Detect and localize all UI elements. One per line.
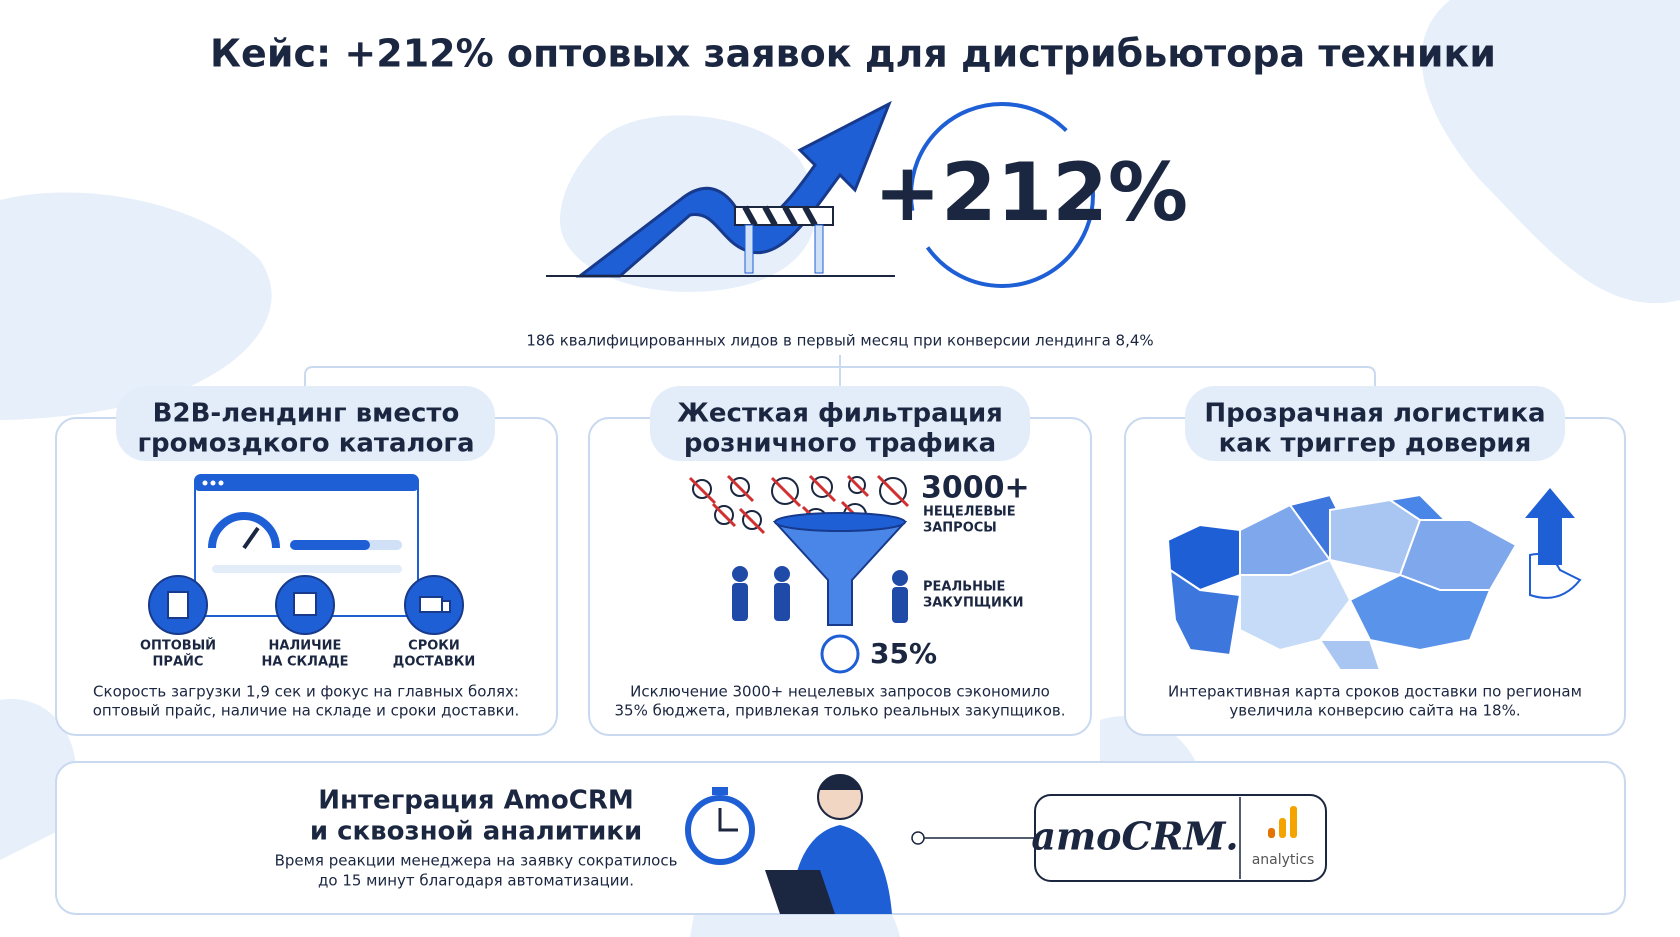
card-description: оптовый прайс, наличие на складе и сроки… bbox=[93, 702, 520, 720]
feature-label: НАЛИЧИЕ bbox=[269, 639, 342, 654]
connector-dot bbox=[911, 831, 925, 845]
growth-arrow bbox=[546, 100, 895, 278]
card-description: Интерактивная карта сроков доставки по р… bbox=[1168, 683, 1582, 701]
saving: 35% bbox=[870, 637, 937, 670]
card-title: громоздкого каталога bbox=[137, 429, 474, 459]
browser-illustration bbox=[194, 474, 419, 617]
title-pill bbox=[116, 386, 495, 461]
integration-title: Интеграция AmoCRM bbox=[318, 786, 633, 816]
feature-label: НА СКЛАДЕ bbox=[262, 655, 349, 670]
manager-illustration bbox=[765, 774, 892, 914]
stat-label: ЗАПРОСЫ bbox=[923, 521, 997, 536]
buyers-label: ЗАКУПЩИКИ bbox=[923, 596, 1023, 611]
integration-title: и сквозной аналитики bbox=[310, 817, 642, 847]
card-title: B2B-лендинг вместо bbox=[153, 399, 460, 429]
feature-label: ДОСТАВКИ bbox=[393, 655, 476, 670]
hero-caption: 186 квалифицированных лидов в первый мес… bbox=[526, 332, 1153, 350]
metric-ring bbox=[909, 102, 1095, 288]
card-description: увеличила конверсию сайта на 18%. bbox=[1229, 702, 1520, 720]
feature-label: ПРАЙС bbox=[153, 654, 204, 670]
crm-logo: amoCRM. bbox=[1031, 814, 1238, 859]
stat-label: НЕЦЕЛЕВЫЕ bbox=[923, 505, 1016, 520]
title-pill bbox=[650, 386, 1030, 461]
stat: 3000+ bbox=[921, 471, 1030, 506]
region-map bbox=[1166, 493, 1518, 671]
card-description: Скорость загрузки 1,9 сек и фокус на гла… bbox=[93, 683, 519, 701]
buyers-label: РЕАЛЬНЫЕ bbox=[923, 580, 1005, 595]
card-description: Исключение 3000+ нецелевых запросов сэко… bbox=[630, 683, 1050, 701]
analytics-label: analytics bbox=[1252, 852, 1315, 868]
feature-label: ОПТОВЫЙ bbox=[140, 638, 216, 654]
card-description: 35% бюджета, привлекая только реальных з… bbox=[615, 702, 1066, 720]
integration-description: Время реакции менеджера на заявку сократ… bbox=[275, 852, 678, 870]
funnel-illustration bbox=[688, 474, 910, 674]
integration-description: до 15 минут благодаря автоматизации. bbox=[318, 872, 634, 890]
title-pill bbox=[1185, 386, 1565, 461]
stopwatch bbox=[685, 787, 755, 865]
hero-metric: +212% bbox=[874, 146, 1188, 239]
feature-icons bbox=[148, 575, 464, 635]
title: Кейс: +212% оптовых заявок для дистрибью… bbox=[210, 32, 1496, 76]
analytics-icon bbox=[1268, 806, 1297, 838]
feature-label: СРОКИ bbox=[408, 639, 460, 654]
card-title: розничного трафика bbox=[684, 429, 996, 459]
card-title: Жесткая фильтрация bbox=[677, 399, 1003, 429]
card-title: Прозрачная логистика bbox=[1204, 399, 1545, 429]
card-title: как триггер доверия bbox=[1219, 429, 1532, 459]
trust-icon bbox=[1525, 488, 1582, 599]
logo-box bbox=[1034, 794, 1327, 882]
